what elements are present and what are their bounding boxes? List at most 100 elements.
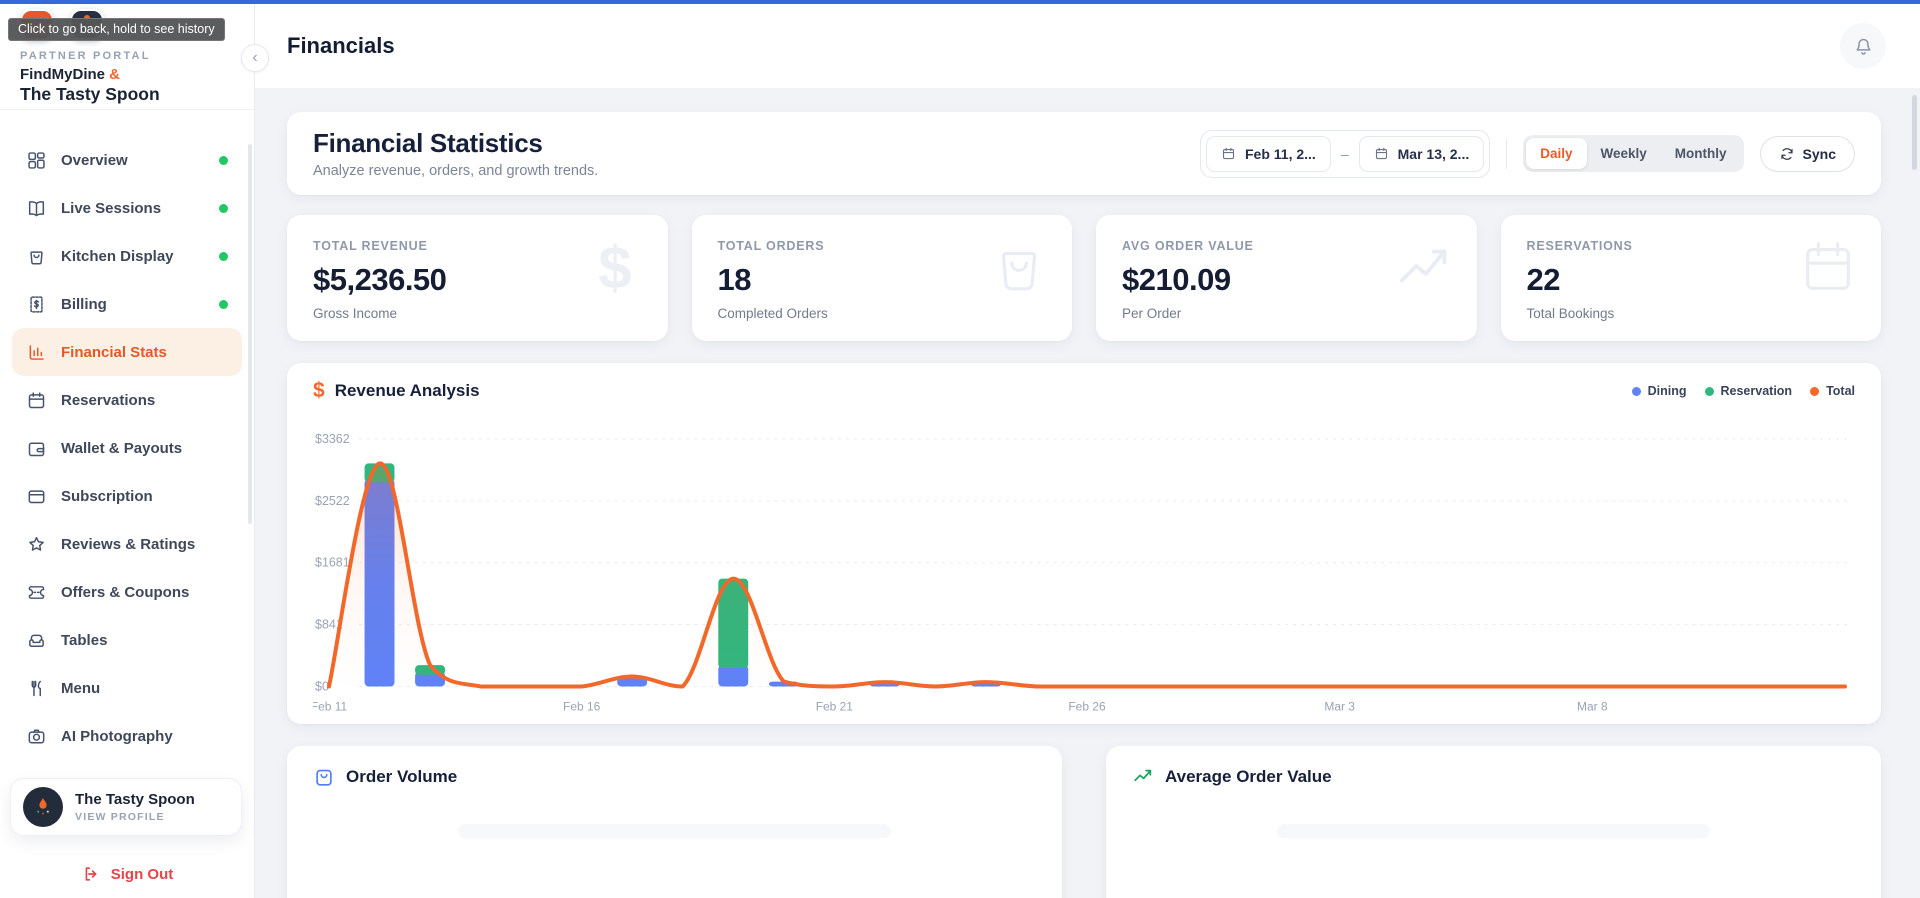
svg-text:Feb 11: Feb 11 xyxy=(313,699,348,713)
sidebar-collapse-button[interactable]: ‹ xyxy=(241,44,269,72)
legend-item-dining[interactable]: Dining xyxy=(1631,384,1687,398)
dollar-icon: $ xyxy=(584,237,646,299)
panel-title: Average Order Value xyxy=(1165,767,1332,787)
stat-card-subtitle: Total Bookings xyxy=(1526,306,1615,321)
sidebar-item-reviews-ratings[interactable]: Reviews & Ratings xyxy=(12,520,242,568)
stat-card-value: $210.09 xyxy=(1122,262,1231,297)
avatar xyxy=(23,787,63,827)
sidebar-item-label: Financial Stats xyxy=(61,343,167,361)
section-subtitle: Analyze revenue, orders, and growth tren… xyxy=(313,163,599,179)
sidebar-item-offers-coupons[interactable]: Offers & Coupons xyxy=(12,568,242,616)
revenue-analysis-panel: $ Revenue Analysis Dining Reservation Tota… xyxy=(287,363,1881,725)
granularity-weekly[interactable]: Weekly xyxy=(1587,138,1661,169)
sync-label: Sync xyxy=(1802,145,1836,162)
legend-item-total[interactable]: Total xyxy=(1810,384,1855,398)
sidebar-item-reservations[interactable]: Reservations xyxy=(12,376,242,424)
svg-text:Feb 16: Feb 16 xyxy=(563,699,601,713)
trend-green-icon xyxy=(1132,766,1154,788)
stat-card-subtitle: Per Order xyxy=(1122,306,1182,321)
sidebar-item-ai-photography[interactable]: AI Photography xyxy=(12,712,242,760)
view-profile-label: VIEW PROFILE xyxy=(75,811,165,823)
legend-dot xyxy=(1810,386,1820,396)
date-range-group: Feb 11, 2... – Mar 13, 2... xyxy=(1200,129,1491,178)
sidebar-item-subscription[interactable]: Subscription xyxy=(12,472,242,520)
receipt-icon xyxy=(26,294,47,315)
notifications-button[interactable] xyxy=(1840,23,1886,69)
bag-icon xyxy=(26,246,47,267)
svg-text:$2522: $2522 xyxy=(315,494,350,508)
status-dot xyxy=(219,203,228,213)
financial-statistics-panel: Financial Statistics Analyze revenue, or… xyxy=(287,112,1881,195)
brand-name-1: FindMyDine xyxy=(20,66,105,83)
granularity-monthly[interactable]: Monthly xyxy=(1661,138,1741,169)
sidebar-item-overview[interactable]: Overview xyxy=(12,136,242,184)
date-to-value: Mar 13, 2... xyxy=(1397,145,1470,162)
divider xyxy=(1506,138,1508,169)
sidebar-item-financial-stats[interactable]: Financial Stats xyxy=(12,328,242,376)
date-from-input[interactable]: Feb 11, 2... xyxy=(1206,135,1331,172)
sidebar-item-label: Tables xyxy=(61,631,108,649)
status-dot xyxy=(219,155,228,165)
page-loading-bar xyxy=(0,0,1920,4)
sign-out-button[interactable]: Sign Out xyxy=(0,864,254,884)
sidebar-item-billing[interactable]: Billing xyxy=(12,280,242,328)
status-dot xyxy=(219,251,228,261)
dollar-icon: $ xyxy=(313,379,325,402)
book-icon xyxy=(26,198,47,219)
bag-icon xyxy=(988,237,1050,299)
stat-card-subtitle: Completed Orders xyxy=(717,306,828,321)
sidebar-item-kitchen-display[interactable]: Kitchen Display xyxy=(12,232,242,280)
window-scrollbar[interactable] xyxy=(1912,95,1917,170)
legend-item-reservation[interactable]: Reservation xyxy=(1704,384,1792,398)
sidebar-item-wallet-payouts[interactable]: Wallet & Payouts xyxy=(12,424,242,472)
back-button-tooltip: Click to go back, hold to see history xyxy=(8,18,225,41)
sync-button[interactable]: Sync xyxy=(1759,135,1855,172)
refresh-icon xyxy=(1779,146,1795,162)
stat-card-value: 22 xyxy=(1526,262,1561,297)
main-area: Financials Financial Statistics Analyze … xyxy=(255,0,1920,898)
stat-card-value: $5,236.50 xyxy=(313,262,447,297)
revenue-analysis-title: Revenue Analysis xyxy=(334,381,480,400)
sidebar: PARTNER PORTAL FindMyDine & The Tasty Sp… xyxy=(0,4,255,898)
stat-card-total-revenue: TOTAL REVENUE $5,236.50 Gross Income $ xyxy=(287,215,668,341)
chart-icon xyxy=(26,342,47,363)
sidebar-scrollbar[interactable] xyxy=(248,144,252,524)
date-to-input[interactable]: Mar 13, 2... xyxy=(1358,135,1485,172)
content: Financial Statistics Analyze revenue, or… xyxy=(255,88,1920,898)
legend-label: Dining xyxy=(1647,384,1687,398)
panel-placeholder xyxy=(457,824,892,839)
svg-text:$1681: $1681 xyxy=(315,556,350,570)
stat-card-label: RESERVATIONS xyxy=(1526,239,1633,253)
svg-text:$0: $0 xyxy=(315,679,329,693)
trend-icon xyxy=(1393,237,1455,299)
card-icon xyxy=(26,486,47,507)
sidebar-item-menu[interactable]: Menu xyxy=(12,664,242,712)
camera-icon xyxy=(26,726,47,747)
panel-placeholder xyxy=(1276,824,1711,839)
calendar-icon xyxy=(26,390,47,411)
granularity-daily[interactable]: Daily xyxy=(1526,138,1587,169)
legend-dot xyxy=(1631,386,1641,396)
brand-findmydine: FindMyDine & xyxy=(20,66,234,83)
sidebar-nav: Overview Live Sessions Kitchen Display Bill… xyxy=(0,110,254,808)
stat-card-label: AVG ORDER VALUE xyxy=(1122,239,1254,253)
sidebar-item-label: Reviews & Ratings xyxy=(61,535,196,553)
stat-card-label: TOTAL REVENUE xyxy=(313,239,428,253)
stat-cards-row: TOTAL REVENUE $5,236.50 Gross Income $ TOTAL… xyxy=(287,215,1881,341)
granularity-segmented-control: Daily Weekly Monthly xyxy=(1523,135,1744,172)
legend-dot xyxy=(1704,386,1714,396)
panel-header: Average Order Value xyxy=(1132,766,1855,788)
page-header: Financials xyxy=(255,4,1920,88)
sidebar-item-tables[interactable]: Tables xyxy=(12,616,242,664)
calendar-icon xyxy=(1221,146,1236,161)
page-title: Financials xyxy=(287,33,395,58)
grid-icon xyxy=(26,150,47,171)
sidebar-item-live-sessions[interactable]: Live Sessions xyxy=(12,184,242,232)
section-title: Financial Statistics xyxy=(313,128,543,158)
revenue-chart: $0 $841 $1681 $2522 $3362 Feb 11 Feb 16 Feb 21 F… xyxy=(313,432,1851,713)
svg-text:Feb 26: Feb 26 xyxy=(1068,699,1106,713)
profile-card[interactable]: The Tasty Spoon VIEW PROFILE xyxy=(10,778,242,836)
sidebar-item-label: Offers & Coupons xyxy=(61,583,190,601)
bag-blue-icon xyxy=(313,766,335,788)
sidebar-item-label: Billing xyxy=(61,295,107,313)
